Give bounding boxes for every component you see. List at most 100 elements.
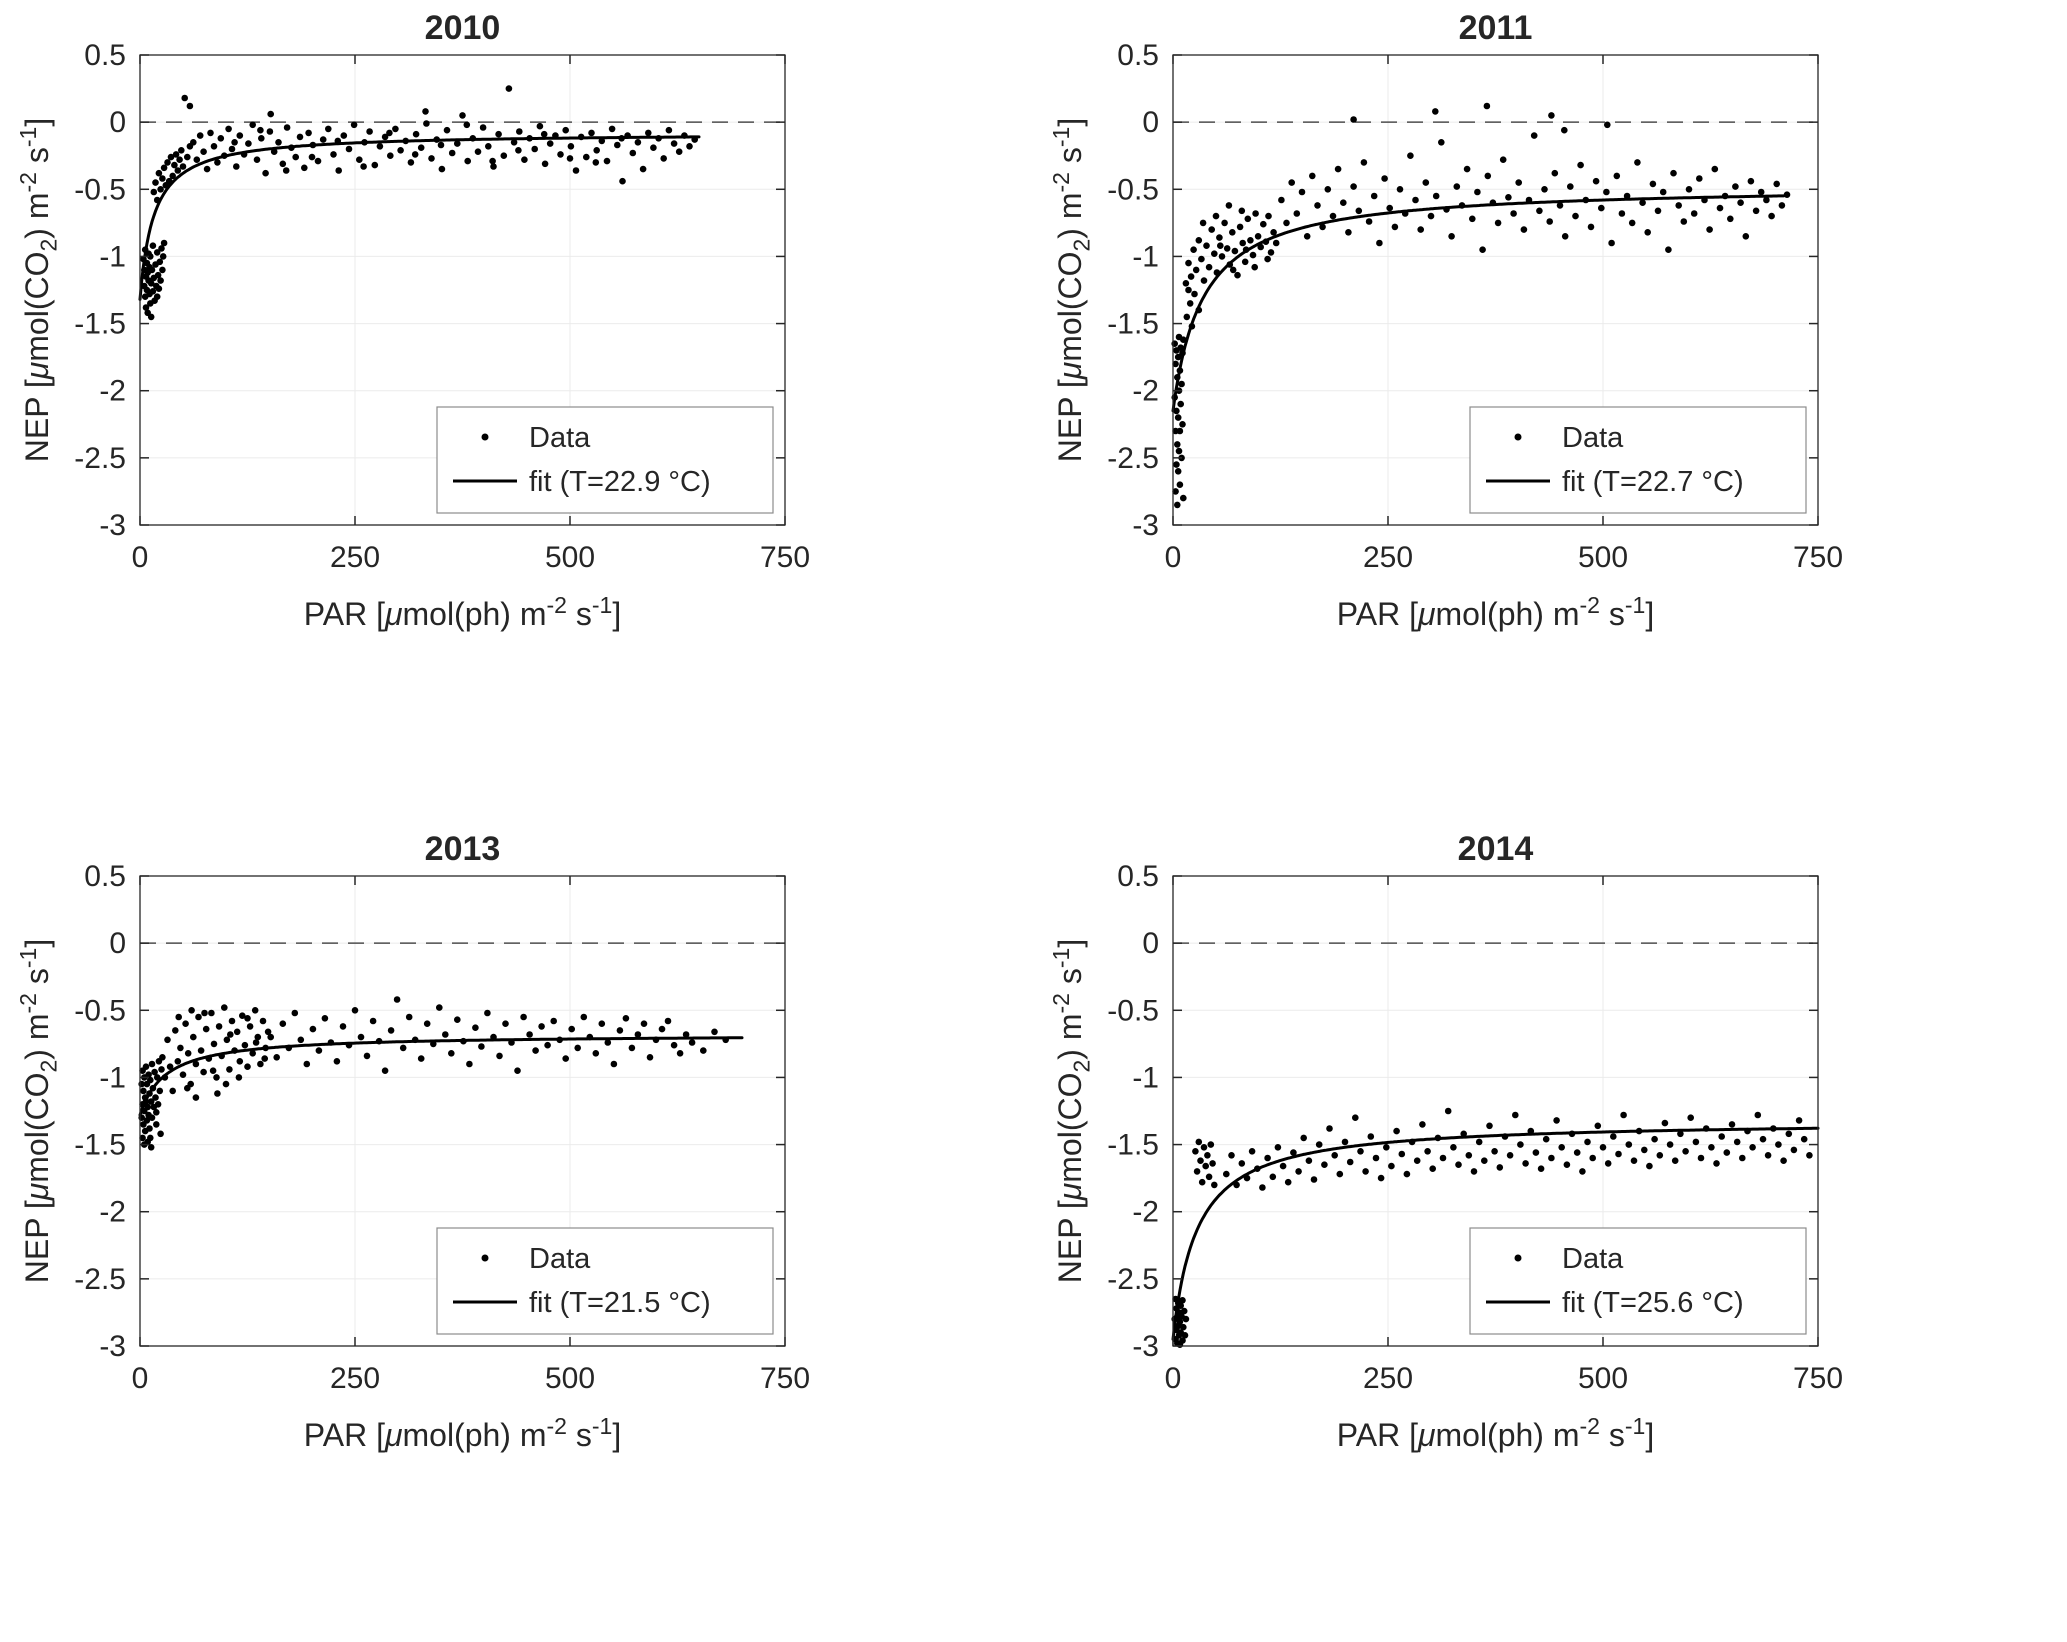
data-point	[645, 129, 652, 137]
tick-labels: 0 250 500 750 0.5 0 -0.5 -1 -1.5 -2 -2.5 -3	[1107, 39, 1843, 574]
y-tick-label: -3	[1132, 1330, 1159, 1363]
data-point	[339, 1023, 347, 1030]
data-point	[1479, 246, 1486, 253]
data-point	[1334, 165, 1342, 173]
data-point	[580, 1013, 588, 1021]
data-point	[610, 1060, 618, 1068]
data-point	[1193, 1168, 1201, 1175]
data-point	[159, 175, 166, 182]
data-point	[1610, 1133, 1617, 1140]
data-point	[267, 110, 275, 118]
y-tick-label: -2.5	[74, 442, 126, 475]
data-point	[285, 1044, 293, 1052]
data-point	[422, 108, 429, 115]
panel-2010: 0 250 500 750 0.5 0 -0.5 -1 -1.5 -2 -2.5 -3 2010 PAR …	[0, 0, 1033, 821]
data-point	[660, 155, 667, 162]
data-point	[588, 129, 595, 137]
data-point	[1721, 192, 1729, 200]
data-point	[618, 135, 625, 142]
data-point	[1450, 1144, 1457, 1151]
data-point	[159, 266, 166, 274]
data-point	[670, 1041, 678, 1049]
data-point	[1604, 121, 1611, 129]
data-point	[1696, 175, 1703, 182]
data-point	[249, 1050, 256, 1057]
data-point	[438, 165, 446, 173]
data-point	[221, 1004, 228, 1011]
tick-labels: 0 250 500 750 0.5 0 -0.5 -1 -1.5 -2 -2.5 -3	[74, 39, 810, 574]
data-point	[550, 1017, 557, 1025]
data-point	[490, 163, 497, 170]
data-point	[1305, 1157, 1313, 1164]
data-point	[402, 137, 410, 145]
data-point	[1198, 1178, 1206, 1186]
data-point	[301, 164, 308, 172]
data-point	[159, 1054, 166, 1061]
data-point	[160, 239, 168, 247]
data-point	[1422, 179, 1430, 186]
data-point	[1520, 226, 1528, 233]
data-point	[417, 144, 425, 151]
data-point	[282, 167, 290, 174]
y-tick-label: -0.5	[1107, 994, 1159, 1027]
chart-title: 2014	[1458, 830, 1534, 868]
data-point	[319, 136, 327, 143]
data-point	[495, 130, 502, 138]
data-point	[154, 1101, 162, 1108]
chart-title: 2011	[1459, 9, 1533, 47]
data-point	[1216, 234, 1223, 241]
data-point	[1768, 212, 1775, 220]
data-point	[375, 1037, 383, 1045]
data-point	[147, 313, 155, 321]
data-point	[334, 137, 342, 145]
y-tick-label: -1.5	[74, 308, 126, 341]
data-point	[226, 1066, 233, 1073]
chart-2010: 0 250 500 750 0.5 0 -0.5 -1 -1.5 -2 -2.5 -3 2010 PAR …	[15, 9, 810, 632]
data-point	[1742, 233, 1750, 240]
data-point	[583, 153, 590, 161]
data-point	[1174, 414, 1182, 421]
chart-2013: 0 250 500 750 0.5 0 -0.5 -1 -1.5 -2 -2.5 -3 2013 PAR …	[15, 830, 810, 1453]
data-point	[1350, 116, 1357, 123]
data-point	[251, 1007, 259, 1014]
data-point	[1635, 1127, 1643, 1135]
data-point	[1527, 1127, 1535, 1135]
y-tick-label: 0	[109, 106, 126, 139]
data-point	[1177, 400, 1184, 408]
data-point	[1501, 1133, 1509, 1140]
data-point	[1680, 218, 1688, 225]
data-point	[681, 132, 688, 139]
y-tick-label: -2.5	[1107, 442, 1159, 475]
data-point	[1551, 169, 1559, 177]
y-tick-label: -1	[99, 240, 126, 273]
y-axis-label: NEP [μmol(CO2) m-2 s-1]	[15, 118, 61, 463]
data-point	[490, 1033, 497, 1041]
y-tick-label: -1	[1132, 240, 1159, 273]
data-point	[479, 124, 487, 131]
data-point	[639, 165, 647, 173]
data-point	[261, 1055, 269, 1062]
data-point	[574, 1044, 581, 1052]
data-point	[176, 156, 183, 163]
data-point	[1542, 1135, 1550, 1143]
data-point	[1178, 380, 1185, 388]
data-point	[231, 1047, 238, 1054]
data-point	[192, 1060, 200, 1068]
data-point	[1324, 186, 1332, 193]
data-point	[1598, 204, 1605, 212]
data-point	[1238, 1160, 1246, 1167]
data-point	[1546, 218, 1553, 225]
data-point	[433, 136, 441, 143]
data-point	[711, 1028, 718, 1036]
data-point	[412, 130, 420, 138]
data-point	[1537, 1165, 1545, 1172]
data-point	[240, 151, 248, 158]
data-point	[157, 277, 164, 284]
data-point	[1685, 186, 1693, 193]
data-point	[1757, 188, 1765, 196]
data-point	[411, 1036, 419, 1044]
data-point	[345, 145, 353, 153]
data-point	[147, 1098, 155, 1105]
data-point	[520, 1013, 527, 1021]
data-point	[1175, 447, 1183, 455]
